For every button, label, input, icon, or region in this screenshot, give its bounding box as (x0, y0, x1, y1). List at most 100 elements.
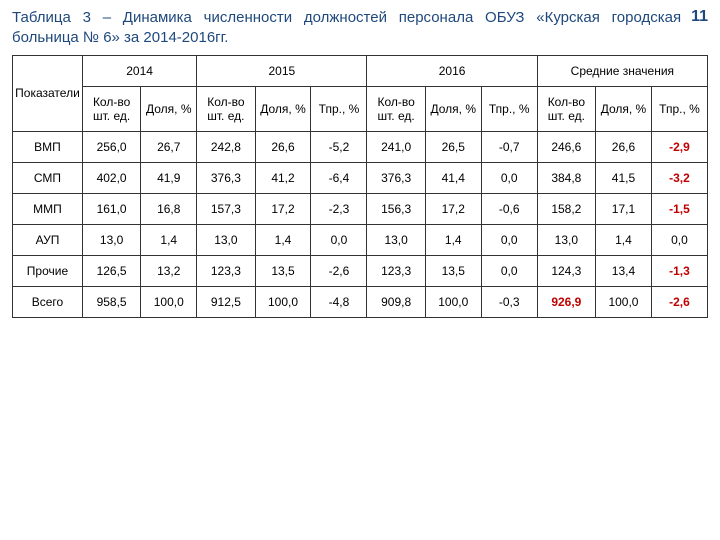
row-label: АУП (13, 224, 83, 255)
table-cell: 912,5 (197, 286, 255, 317)
table-row: ВМП256,026,7242,826,6-5,2241,026,5-0,724… (13, 131, 708, 162)
table-cell: 13,0 (367, 224, 425, 255)
table-cell: 161,0 (82, 193, 140, 224)
row-label: Всего (13, 286, 83, 317)
table-cell: 1,4 (255, 224, 311, 255)
table-cell: 376,3 (197, 162, 255, 193)
table-cell: 13,5 (255, 255, 311, 286)
table-cell: 402,0 (82, 162, 140, 193)
col-2015: 2015 (197, 55, 367, 86)
col-2014: 2014 (82, 55, 196, 86)
table-cell: -5,2 (311, 131, 367, 162)
table-cell: 1,4 (596, 224, 652, 255)
table-body: ВМП256,026,7242,826,6-5,2241,026,5-0,724… (13, 131, 708, 317)
row-label: Прочие (13, 255, 83, 286)
table-cell: 17,2 (255, 193, 311, 224)
table-row: ММП161,016,8157,317,2-2,3156,317,2-0,615… (13, 193, 708, 224)
table-cell: 0,0 (311, 224, 367, 255)
col-2016-tpr: Тпр., % (481, 86, 537, 131)
table-cell: 13,5 (425, 255, 481, 286)
col-avg-share: Доля, % (596, 86, 652, 131)
table-cell: 41,5 (596, 162, 652, 193)
col-avg: Средние значения (537, 55, 707, 86)
table-cell: 100,0 (596, 286, 652, 317)
table-cell: -0,3 (481, 286, 537, 317)
table-cell: 123,3 (367, 255, 425, 286)
table-row: СМП402,041,9376,341,2-6,4376,341,40,0384… (13, 162, 708, 193)
row-label: СМП (13, 162, 83, 193)
table-cell: 242,8 (197, 131, 255, 162)
table-cell: 16,8 (141, 193, 197, 224)
table-cell: 26,5 (425, 131, 481, 162)
table-cell: 41,9 (141, 162, 197, 193)
col-2016-share: Доля, % (425, 86, 481, 131)
table-cell: 123,3 (197, 255, 255, 286)
table-cell: 126,5 (82, 255, 140, 286)
table-cell: -2,3 (311, 193, 367, 224)
table-cell: 13,2 (141, 255, 197, 286)
col-2014-count: Кол-во шт. ед. (82, 86, 140, 131)
table-row: Прочие126,513,2123,313,5-2,6123,313,50,0… (13, 255, 708, 286)
table-cell: 1,4 (425, 224, 481, 255)
table-cell: 41,2 (255, 162, 311, 193)
row-label: ММП (13, 193, 83, 224)
table-cell: 13,0 (537, 224, 595, 255)
table-cell: -2,9 (651, 131, 707, 162)
header-row: Таблица 3 – Динамика численности должнос… (12, 8, 708, 49)
table-cell: 241,0 (367, 131, 425, 162)
table-cell: 100,0 (255, 286, 311, 317)
table-cell: 0,0 (481, 162, 537, 193)
table-cell: 0,0 (481, 255, 537, 286)
table-cell: -1,3 (651, 255, 707, 286)
table-cell: 26,7 (141, 131, 197, 162)
table-head: Показатели 2014 2015 2016 Средние значен… (13, 55, 708, 131)
table-cell: -0,7 (481, 131, 537, 162)
table-cell: 13,4 (596, 255, 652, 286)
table-row: АУП13,01,413,01,40,013,01,40,013,01,40,0 (13, 224, 708, 255)
col-2015-tpr: Тпр., % (311, 86, 367, 131)
table-cell: 0,0 (481, 224, 537, 255)
data-table: Показатели 2014 2015 2016 Средние значен… (12, 55, 708, 318)
table-cell: 41,4 (425, 162, 481, 193)
col-2014-share: Доля, % (141, 86, 197, 131)
table-cell: 13,0 (197, 224, 255, 255)
table-cell: 909,8 (367, 286, 425, 317)
table-cell: -0,6 (481, 193, 537, 224)
table-cell: -1,5 (651, 193, 707, 224)
table-cell: 124,3 (537, 255, 595, 286)
col-2016-count: Кол-во шт. ед. (367, 86, 425, 131)
col-2016: 2016 (367, 55, 537, 86)
table-cell: 100,0 (425, 286, 481, 317)
page-number: 11 (691, 8, 708, 26)
table-cell: 246,6 (537, 131, 595, 162)
table-cell: 17,1 (596, 193, 652, 224)
table-cell: 100,0 (141, 286, 197, 317)
table-cell: 0,0 (651, 224, 707, 255)
col-2015-count: Кол-во шт. ед. (197, 86, 255, 131)
table-cell: -2,6 (651, 286, 707, 317)
table-cell: -6,4 (311, 162, 367, 193)
table-cell: 256,0 (82, 131, 140, 162)
col-indicators: Показатели (13, 55, 83, 131)
table-cell: 13,0 (82, 224, 140, 255)
table-row: Всего958,5100,0912,5100,0-4,8909,8100,0-… (13, 286, 708, 317)
table-cell: 384,8 (537, 162, 595, 193)
table-title: Таблица 3 – Динамика численности должнос… (12, 8, 681, 49)
table-cell: 26,6 (255, 131, 311, 162)
table-cell: -3,2 (651, 162, 707, 193)
row-label: ВМП (13, 131, 83, 162)
col-2015-share: Доля, % (255, 86, 311, 131)
table-cell: 1,4 (141, 224, 197, 255)
table-cell: 158,2 (537, 193, 595, 224)
table-cell: -4,8 (311, 286, 367, 317)
table-cell: 958,5 (82, 286, 140, 317)
table-cell: 156,3 (367, 193, 425, 224)
col-avg-tpr: Тпр., % (651, 86, 707, 131)
table-cell: -2,6 (311, 255, 367, 286)
table-cell: 157,3 (197, 193, 255, 224)
table-cell: 17,2 (425, 193, 481, 224)
col-avg-count: Кол-во шт. ед. (537, 86, 595, 131)
table-cell: 26,6 (596, 131, 652, 162)
table-cell: 376,3 (367, 162, 425, 193)
table-cell: 926,9 (537, 286, 595, 317)
